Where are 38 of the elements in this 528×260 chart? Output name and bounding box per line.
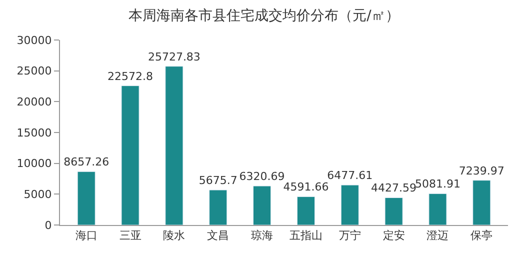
data-label: 8657.26 (64, 156, 110, 169)
bar (472, 180, 491, 225)
x-tick-label: 澄迈 (426, 229, 449, 242)
x-tick-label: 定安 (382, 229, 405, 242)
y-tick-label: 15000 (16, 126, 52, 140)
bar (428, 193, 447, 225)
bar (77, 171, 96, 225)
y-tick-label: 0 (44, 218, 52, 232)
x-tick-label: 琼海 (251, 229, 274, 242)
y-tick-label: 10000 (16, 157, 52, 170)
y-tick-label: 20000 (16, 96, 52, 109)
data-label: 5081.91 (414, 178, 460, 191)
data-label: 6320.69 (239, 170, 285, 184)
data-label: 22572.8 (108, 70, 154, 83)
x-tick-label: 保亭 (470, 229, 493, 242)
y-tick-label: 5000 (24, 188, 52, 202)
bar (253, 186, 272, 225)
bar (165, 66, 184, 225)
y-tick-label: 25000 (16, 64, 52, 78)
data-label: 25727.83 (148, 50, 200, 64)
bar (384, 197, 403, 225)
data-label: 4591.66 (283, 180, 329, 194)
x-tick-label: 五指山 (289, 229, 322, 242)
x-tick-label: 海口 (75, 229, 98, 242)
data-label: 7239.97 (458, 164, 504, 178)
data-label: 6477.61 (327, 169, 373, 182)
data-label: 5675.7 (198, 174, 238, 187)
bar (340, 184, 359, 225)
x-tick-label: 文昌 (207, 229, 230, 242)
bar (121, 86, 140, 225)
x-tick-label: 陵水 (163, 229, 186, 242)
bar (209, 190, 228, 225)
x-tick-label: 万宁 (338, 229, 361, 242)
y-tick-label: 30000 (16, 34, 52, 47)
chart-title: 本周海南各市县住宅成交均价分布（元/㎡） (128, 8, 400, 24)
x-tick-label: 三亚 (119, 229, 142, 242)
data-label: 4427.59 (371, 182, 417, 195)
bar (296, 196, 315, 225)
